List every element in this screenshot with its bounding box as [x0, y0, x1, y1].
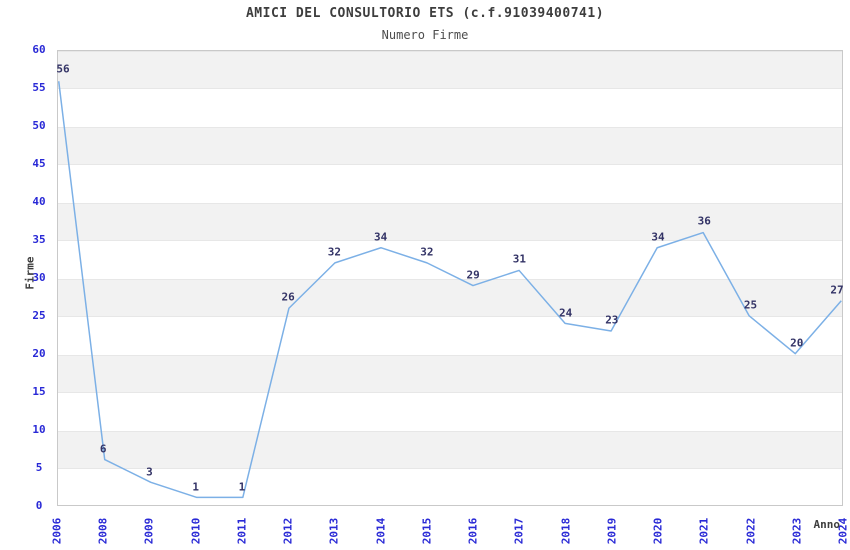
series-line [58, 81, 842, 499]
y-tick-label: 50 [32, 119, 46, 132]
point-label: 3 [146, 465, 153, 479]
x-tick-label: 2016 [466, 517, 480, 545]
x-tick-label: 2019 [605, 517, 619, 545]
grid-band [58, 127, 842, 165]
y-tick-label: 15 [32, 385, 46, 398]
point-label: 6 [99, 442, 107, 456]
point-label: 1 [192, 480, 200, 494]
x-tick-label: 2008 [96, 517, 110, 545]
grid-band [58, 431, 842, 469]
grid-band [58, 203, 842, 241]
point-label: 32 [420, 245, 434, 259]
point-label: 24 [558, 306, 573, 320]
x-tick-label: 2015 [420, 517, 434, 545]
point-label: 32 [327, 245, 342, 259]
chart-subtitle: Numero Firme [381, 28, 469, 42]
x-axis-title: Anno [813, 518, 841, 531]
point-label: 27 [830, 283, 844, 297]
point-label: 23 [605, 313, 619, 327]
x-tick-label: 2022 [744, 517, 758, 545]
x-tick-label: 2023 [790, 517, 804, 545]
y-tick-label: 40 [32, 195, 46, 208]
y-tick-label: 55 [32, 81, 46, 94]
x-tick-label: 2018 [559, 517, 573, 545]
point-label: 34 [374, 230, 388, 244]
x-tick-label: 2020 [651, 517, 665, 545]
y-tick-label: 35 [32, 233, 46, 246]
y-tick-label: 25 [32, 309, 46, 322]
point-label: 29 [466, 268, 480, 282]
x-tick-label: 2011 [235, 517, 249, 545]
point-label: 34 [651, 230, 665, 244]
point-label: 36 [697, 214, 711, 228]
x-tick-label: 2021 [697, 517, 711, 545]
x-tick-label: 2009 [142, 517, 156, 545]
line-series [58, 81, 842, 499]
x-tick-label: 2017 [512, 517, 526, 545]
grid-band [58, 279, 842, 317]
grid-band [58, 355, 842, 393]
chart-title: AMICI DEL CONSULTORIO ETS (c.f.910394007… [245, 6, 605, 21]
y-tick-label: 30 [32, 271, 46, 284]
x-tick-label: 2006 [50, 517, 64, 545]
y-tick-label: 5 [35, 461, 43, 474]
y-tick-label: 60 [32, 43, 46, 56]
x-tick-label: 2014 [374, 517, 388, 545]
y-tick-label: 20 [32, 347, 46, 360]
point-label: 20 [790, 336, 804, 350]
x-tick-label: 2013 [327, 517, 341, 545]
point-label: 56 [56, 62, 70, 76]
x-tick-label: 2010 [189, 517, 203, 545]
plot-area [57, 50, 843, 506]
point-label: 31 [512, 252, 526, 266]
y-tick-label: 45 [32, 157, 46, 170]
y-tick-label: 0 [35, 499, 43, 512]
point-label: 1 [238, 480, 246, 494]
point-label: 26 [281, 290, 295, 304]
grid-band [58, 51, 842, 89]
x-tick-label: 2012 [281, 517, 295, 545]
y-tick-label: 10 [32, 423, 46, 436]
point-label: 25 [743, 298, 758, 312]
